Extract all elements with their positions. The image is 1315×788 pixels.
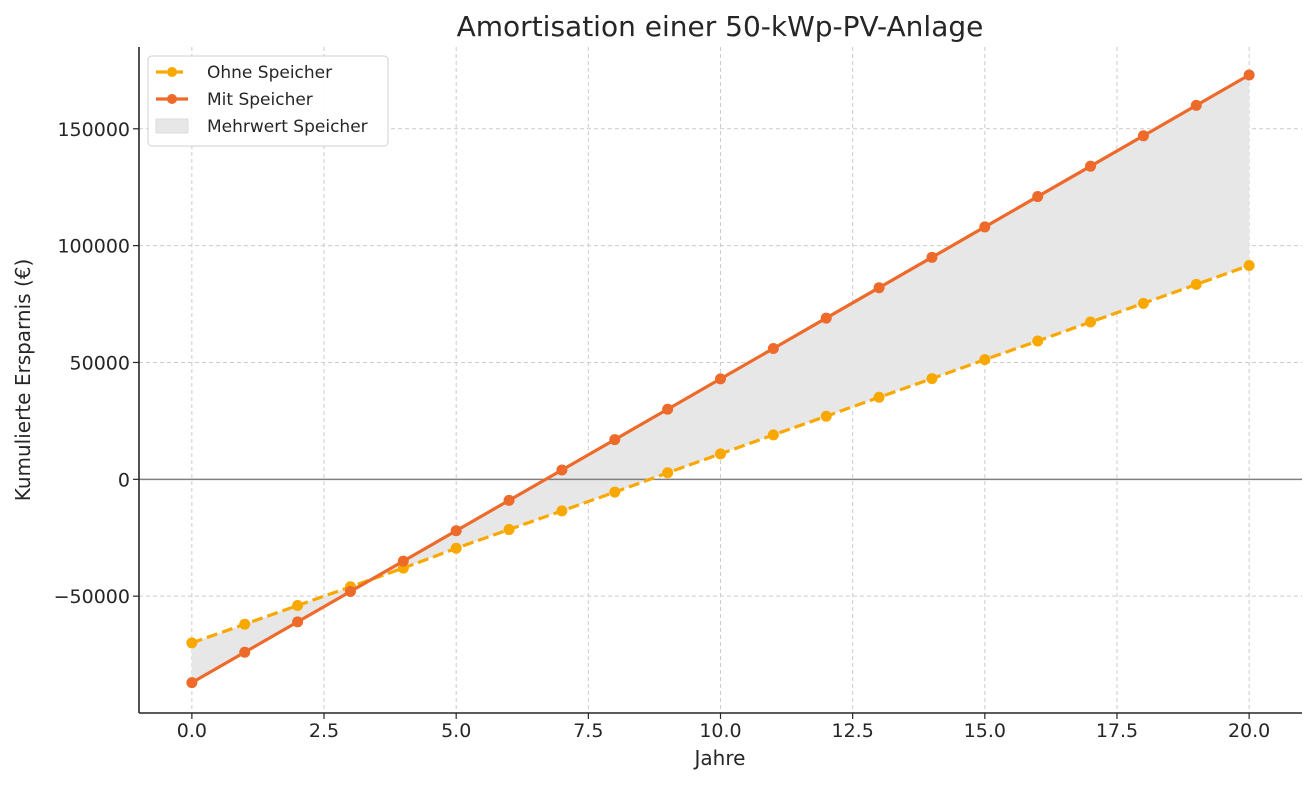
data-point xyxy=(1137,130,1149,142)
legend-item-ohne-speicher: Ohne Speicher xyxy=(156,63,332,83)
legend-label: Ohne Speicher xyxy=(207,63,332,83)
y-tick-label: 100000 xyxy=(57,236,130,258)
x-tick-label: 15.0 xyxy=(964,720,1006,742)
y-tick-label: 50000 xyxy=(70,352,130,374)
data-point xyxy=(556,505,568,517)
data-point xyxy=(662,403,674,415)
y-axis-label: Kumulierte Ersparnis (€) xyxy=(11,259,35,502)
series-mit-speicher xyxy=(186,69,1255,689)
data-point xyxy=(820,410,832,422)
data-point xyxy=(239,646,251,658)
legend-label: Mit Speicher xyxy=(207,90,313,110)
data-point xyxy=(450,525,462,537)
data-point xyxy=(1190,99,1202,111)
data-point xyxy=(715,373,726,385)
data-point xyxy=(1243,259,1255,271)
data-point xyxy=(1085,316,1097,328)
x-tick-label: 2.5 xyxy=(309,720,339,742)
series-layer xyxy=(186,69,1255,689)
y-tick-label: 150000 xyxy=(57,119,130,141)
data-point xyxy=(662,467,674,479)
data-point xyxy=(1190,278,1202,290)
x-tick-label: 5.0 xyxy=(441,720,471,742)
legend-box xyxy=(147,55,389,147)
legend-item-mehrwert-speicher: Mehrwert Speicher xyxy=(155,117,368,137)
legend-label: Mehrwert Speicher xyxy=(207,117,368,137)
chart-title: Amortisation einer 50-kWp-PV-Anlage xyxy=(457,10,984,43)
x-tick-label: 0.0 xyxy=(177,720,207,742)
data-point xyxy=(239,618,251,630)
data-point xyxy=(609,486,621,498)
data-point xyxy=(186,677,198,689)
data-point xyxy=(873,282,885,294)
data-point xyxy=(609,434,621,446)
y-tick-label: −50000 xyxy=(54,586,130,608)
x-tick-label: 12.5 xyxy=(832,720,874,742)
data-point xyxy=(1137,297,1149,309)
data-point xyxy=(926,373,938,385)
data-point xyxy=(715,448,726,460)
data-point xyxy=(503,524,515,536)
data-point xyxy=(344,585,356,597)
data-point xyxy=(979,354,991,366)
data-point xyxy=(397,555,409,567)
data-point xyxy=(1085,160,1097,172)
data-point xyxy=(503,494,515,506)
y-tick-label: 0 xyxy=(118,469,130,491)
data-point xyxy=(556,464,568,476)
legend-marker xyxy=(167,94,177,104)
x-tick-label: 17.5 xyxy=(1096,720,1138,742)
x-axis-label: Jahre xyxy=(693,746,746,770)
data-point xyxy=(820,312,832,324)
data-point xyxy=(767,429,779,441)
data-point xyxy=(1243,69,1255,81)
data-point xyxy=(1032,191,1044,203)
legend-item-mit-speicher: Mit Speicher xyxy=(156,90,313,110)
legend: Ohne Speicher Mit Speicher Mehrwert Speich… xyxy=(147,55,389,147)
data-point xyxy=(873,391,885,403)
data-point xyxy=(186,637,198,649)
x-tick-label: 20.0 xyxy=(1228,720,1270,742)
data-point xyxy=(1032,335,1044,347)
data-point xyxy=(979,221,991,233)
legend-fill-swatch xyxy=(155,118,189,134)
x-tick-label: 7.5 xyxy=(573,720,603,742)
data-point xyxy=(926,251,938,263)
data-point xyxy=(450,542,462,554)
legend-marker xyxy=(167,67,177,77)
data-point xyxy=(292,616,304,628)
x-tick-label: 10.0 xyxy=(699,720,741,742)
tick-labels: 0.0 2.5 5.0 7.5 10.0 12.5 15.0 17.5 20.0 −50000 0 5… xyxy=(54,119,1271,742)
data-point xyxy=(292,600,304,612)
data-point xyxy=(767,342,779,354)
